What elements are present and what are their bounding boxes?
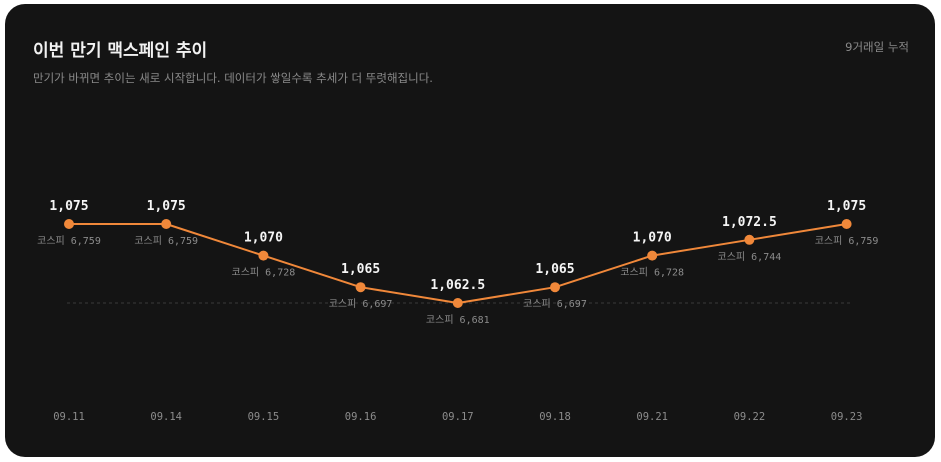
kospi-annotation: 코스피 6,759: [37, 235, 101, 247]
x-axis-tick-label: 09.18: [539, 411, 571, 423]
value-label: 1,072.5: [722, 215, 777, 230]
value-label: 1,065: [535, 262, 574, 277]
x-axis-tick-label: 09.21: [636, 411, 668, 423]
kospi-annotation: 코스피 6,697: [329, 298, 393, 310]
value-label: 1,075: [147, 199, 186, 214]
data-point: [64, 219, 74, 229]
x-axis-tick-label: 09.17: [442, 411, 474, 423]
data-point: [550, 282, 560, 293]
data-point: [452, 298, 463, 308]
data-point: [647, 250, 658, 261]
chart-card: 이번 만기 맥스페인 추이 9거래일 누적 만기가 바뀌면 추이는 새로 시작합…: [5, 4, 935, 457]
max-pain-line-chart: 1,075 코스피 6,759 09.11 1,075 코스피 6,759 09.14 1,…: [37, 199, 879, 423]
data-point: [355, 282, 366, 293]
x-axis-tick-label: 09.23: [831, 411, 863, 423]
x-axis-tick-label: 09.22: [734, 411, 766, 423]
data-point: [258, 250, 269, 261]
x-axis-tick-label: 09.16: [345, 411, 377, 423]
kospi-annotation: 코스피 6,728: [620, 267, 684, 279]
x-axis-tick-label: 09.15: [248, 411, 280, 423]
kospi-annotation: 코스피 6,744: [718, 251, 782, 263]
value-label: 1,075: [827, 199, 866, 214]
value-label: 1,075: [49, 199, 88, 214]
value-label: 1,065: [341, 262, 380, 277]
x-axis-tick-label: 09.11: [53, 411, 85, 423]
value-label: 1,062.5: [430, 278, 485, 293]
kospi-annotation: 코스피 6,759: [815, 235, 879, 247]
value-label: 1,070: [244, 231, 283, 246]
data-point: [841, 219, 852, 229]
data-point: [744, 234, 755, 245]
chart-title: 이번 만기 맥스페인 추이: [33, 41, 208, 61]
kospi-annotation: 코스피 6,728: [232, 267, 296, 279]
data-point: [161, 219, 172, 229]
value-label: 1,070: [633, 231, 672, 246]
chart-subtitle: 만기가 바뀌면 추이는 새로 시작합니다. 데이터가 쌓일수록 추세가 더 뚜렷…: [33, 71, 433, 85]
x-axis-tick-label: 09.14: [150, 411, 182, 423]
kospi-annotation: 코스피 6,759: [134, 235, 198, 247]
days-count-badge: 9거래일 누적: [845, 40, 909, 54]
kospi-annotation: 코스피 6,697: [523, 298, 587, 310]
kospi-annotation: 코스피 6,681: [426, 314, 490, 326]
